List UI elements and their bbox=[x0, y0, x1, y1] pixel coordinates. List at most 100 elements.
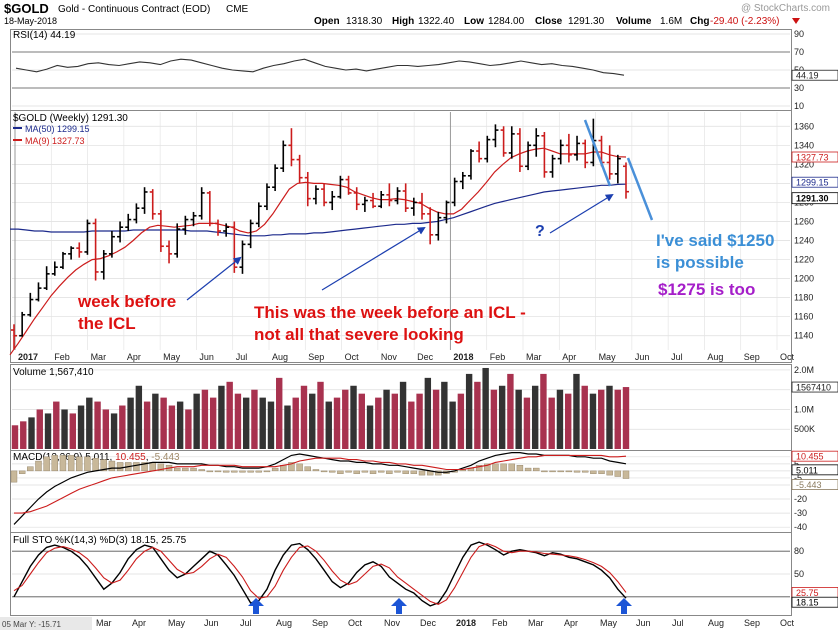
volume-bar bbox=[498, 385, 506, 449]
volume-bar bbox=[102, 409, 110, 449]
price-x-tick-label: Aug bbox=[272, 352, 288, 362]
macd-histogram-bar bbox=[206, 470, 214, 473]
macd-line-tag: 5.011 bbox=[796, 465, 818, 475]
volume-bar bbox=[152, 393, 159, 449]
volume-bar bbox=[375, 397, 382, 449]
rsi-last-value-box bbox=[791, 69, 838, 81]
volume-bar bbox=[540, 373, 547, 449]
macd-histogram-bar bbox=[435, 470, 442, 476]
sto-x-tick-label: Jun bbox=[204, 618, 219, 628]
volume-bar bbox=[350, 385, 357, 449]
macd-histogram-bar bbox=[100, 459, 107, 472]
volume-bar bbox=[86, 397, 93, 449]
rsi-tick-label: 90 bbox=[794, 29, 804, 39]
macd-histogram-bar bbox=[565, 470, 573, 473]
arrow-to-may-low bbox=[549, 193, 614, 234]
macd-histogram-bar bbox=[598, 470, 605, 474]
macd-histogram-bar bbox=[43, 456, 50, 472]
macd-tick-label: 5 bbox=[794, 459, 799, 469]
price-x-tick-label: Apr bbox=[127, 352, 141, 362]
annotation-is-possible: is possible bbox=[656, 253, 744, 272]
volume-bar bbox=[507, 373, 514, 449]
volume-bar bbox=[416, 393, 423, 449]
volume-bar bbox=[490, 389, 498, 449]
rsi-tick-label: 70 bbox=[794, 47, 804, 57]
annotations: week before the ICL This was the week be… bbox=[77, 119, 774, 614]
volume-bar bbox=[69, 413, 76, 449]
volume-bar bbox=[185, 409, 192, 449]
price-tick-label: 1220 bbox=[794, 255, 814, 265]
price-tick-label: 1160 bbox=[794, 312, 813, 322]
macd-legend-macd: 5.011 bbox=[85, 452, 110, 463]
macd-histogram-bar bbox=[410, 470, 418, 474]
arrow-to-july-low bbox=[186, 256, 242, 301]
macd-histogram-bar bbox=[590, 470, 597, 474]
open-value: 1318.30 bbox=[346, 16, 383, 27]
macd-histogram-bar bbox=[149, 462, 156, 472]
annotation-the-icl: the ICL bbox=[78, 314, 136, 333]
volume-bar bbox=[36, 409, 43, 449]
stochastic-series bbox=[12, 541, 790, 607]
macd-histogram-bar bbox=[263, 470, 271, 473]
rsi-line bbox=[15, 58, 625, 76]
sto-x-tick-label: Jul bbox=[240, 618, 252, 628]
volume-bar bbox=[391, 393, 399, 449]
sto-arrow-nov bbox=[391, 598, 407, 614]
rsi-legend: RSI(14) 44.19 bbox=[13, 30, 76, 41]
high-value: 1322.40 bbox=[418, 16, 455, 27]
price-tick-label: 1360 bbox=[794, 121, 814, 131]
ma50-line bbox=[10, 183, 627, 237]
close-value-tag: 1291.30 bbox=[796, 194, 829, 204]
price-x-tick-label: Dec bbox=[417, 352, 434, 362]
ohlc-readout: Open 1318.30 High 1322.40 Low 1284.00 Cl… bbox=[314, 16, 800, 27]
price-tick-label: 1140 bbox=[794, 331, 813, 341]
macd-histogram-bar bbox=[394, 470, 401, 473]
macd-histogram-bar bbox=[76, 456, 83, 472]
macd-histogram-bar bbox=[157, 463, 165, 472]
macd-histogram-bar bbox=[67, 455, 75, 472]
volume-bar bbox=[251, 389, 258, 449]
volume-bar bbox=[168, 405, 176, 449]
sto-k-tag: 18.15 bbox=[796, 598, 819, 608]
price-tick-label: 1260 bbox=[794, 216, 814, 226]
macd-histogram-bar bbox=[606, 470, 613, 476]
decline-line-b bbox=[626, 157, 654, 221]
high-label: High bbox=[392, 16, 414, 27]
watermark: @ StockCharts.com bbox=[741, 3, 830, 14]
macd-histogram-bar bbox=[190, 467, 197, 472]
macd-series bbox=[10, 452, 630, 525]
macd-histogram-bar bbox=[18, 470, 26, 474]
macd-legend-signal: 10.455 bbox=[115, 452, 146, 463]
sto-x-tick-label: Feb bbox=[492, 618, 508, 628]
axis-labels: 907050301044.191360134013201300128012601… bbox=[18, 29, 838, 628]
macd-histogram-bar bbox=[84, 456, 91, 472]
macd-histogram-bar bbox=[524, 467, 532, 472]
macd-histogram-bar bbox=[557, 470, 564, 473]
sto-x-tick-label: Apr bbox=[132, 618, 146, 628]
macd-histogram-bar bbox=[231, 470, 238, 473]
panel-frames bbox=[10, 29, 792, 616]
up-arrow-icon bbox=[391, 598, 407, 614]
volume-bar bbox=[201, 389, 209, 449]
price-tick-label: 1320 bbox=[794, 159, 814, 169]
sto-panel-frame bbox=[10, 532, 792, 616]
macd-histogram-bar bbox=[108, 460, 116, 472]
macd-histogram-bar bbox=[500, 463, 507, 472]
volume-bar bbox=[110, 413, 118, 449]
macd-histogram-bar bbox=[516, 465, 524, 472]
volume-bar bbox=[276, 377, 283, 449]
macd-tick-label: -20 bbox=[794, 494, 807, 504]
price-panel-frame bbox=[10, 110, 792, 363]
macd-histogram-bar bbox=[541, 470, 548, 473]
volume-bar bbox=[366, 405, 374, 449]
volume-bar bbox=[309, 393, 316, 449]
price-x-tick-label: Nov bbox=[381, 352, 398, 362]
volume-tick-label: 1.0M bbox=[794, 404, 814, 414]
chart-date: 18-May-2018 bbox=[4, 16, 57, 26]
volume-bar bbox=[160, 397, 167, 449]
macd-histogram-bar bbox=[508, 463, 515, 472]
macd-histogram-bar bbox=[345, 470, 352, 473]
volume-bar bbox=[259, 397, 266, 449]
